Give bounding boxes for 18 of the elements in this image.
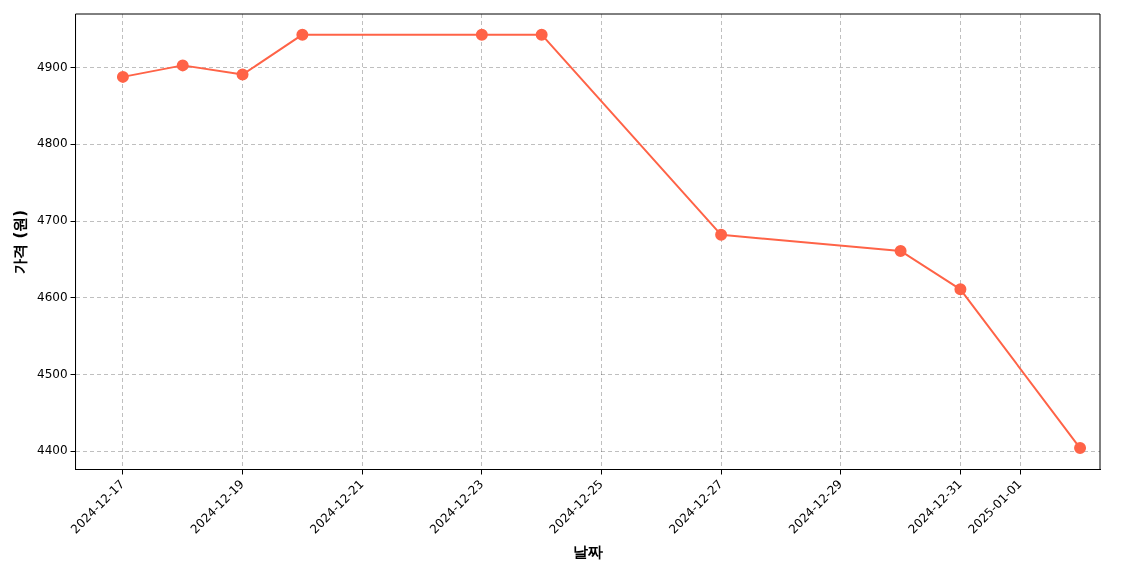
- y-tick-label: 4900: [36, 59, 68, 74]
- point: [475, 28, 488, 41]
- point: [296, 28, 309, 41]
- point: [116, 70, 129, 83]
- point: [1074, 442, 1087, 455]
- x-axis-title: 날짜: [572, 542, 603, 561]
- y-tick-label: 4800: [36, 136, 68, 151]
- y-tick-label: 4700: [36, 213, 68, 228]
- y-tick-label: 4500: [36, 366, 68, 381]
- y-axis-title: 가격 (원): [10, 209, 29, 274]
- y-tick-label: 4400: [36, 443, 68, 458]
- point: [236, 68, 249, 81]
- point: [715, 228, 728, 241]
- point: [176, 59, 189, 72]
- y-tick-label: 4600: [36, 289, 68, 304]
- point: [894, 244, 907, 257]
- point: [535, 28, 548, 41]
- point: [954, 283, 967, 296]
